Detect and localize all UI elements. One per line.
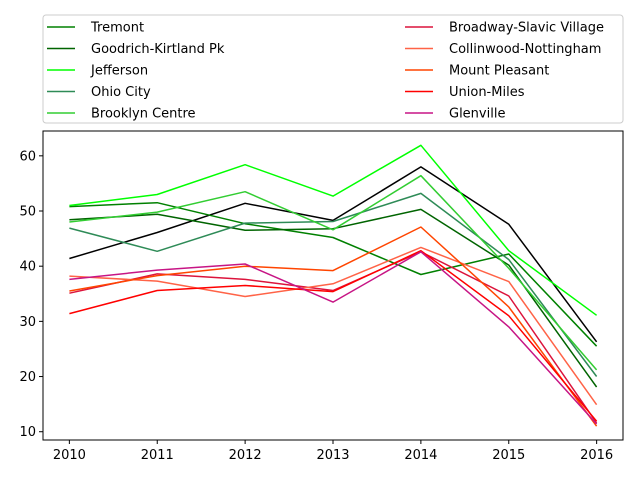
x-tick-label: 2016 (580, 448, 613, 463)
series-line-unlabeled-0 (69, 166, 598, 343)
x-tick-label: 2011 (141, 448, 174, 463)
series-line-brooklyn-centre (69, 174, 598, 371)
y-tick-label: 20 (19, 370, 36, 385)
series-line-jefferson (69, 144, 598, 316)
legend-label: Tremont (90, 21, 144, 36)
series-lines (69, 144, 598, 427)
legend-label: Brooklyn Centre (91, 107, 196, 122)
y-tick-label: 30 (19, 315, 36, 330)
y-tick-label: 10 (19, 425, 36, 440)
y-tick-label: 40 (19, 260, 36, 275)
legend-label: Collinwood-Nottingham (449, 42, 601, 57)
x-tick-label: 2010 (53, 448, 86, 463)
legend-label: Jefferson (90, 64, 148, 79)
legend-label: Union-Miles (449, 85, 525, 100)
series-line-broadway-slavic-village (69, 251, 598, 424)
legend-label: Mount Pleasant (449, 64, 549, 79)
series-line-ohio-city (69, 192, 598, 377)
x-tick-label: 2015 (492, 448, 525, 463)
series-line-glenville (69, 251, 598, 425)
legend-label: Ohio City (91, 85, 151, 100)
legend-label: Goodrich-Kirtland Pk (91, 42, 225, 57)
x-tick-label: 2014 (404, 448, 437, 463)
series-line-collinwood-nottingham (69, 246, 598, 406)
series-line-union-miles (69, 249, 598, 422)
x-tick-label: 2012 (229, 448, 262, 463)
legend: Tremont Goodrich-Kirtland Pk Jefferson Ohio… (42, 14, 624, 124)
plot-frame (42, 130, 624, 441)
series-line-tremont (69, 201, 598, 347)
x-axis: 2010 2011 2012 2013 2014 2015 2016 (53, 440, 613, 463)
series-line-mount-pleasant (69, 226, 598, 427)
legend-label: Broadway-Slavic Village (449, 21, 604, 36)
x-tick-label: 2013 (316, 448, 349, 463)
legend-items: Tremont Goodrich-Kirtland Pk Jefferson Ohio… (47, 21, 604, 122)
y-tick-label: 60 (19, 149, 36, 164)
legend-label: Glenville (449, 107, 505, 122)
legend-frame (42, 14, 624, 124)
y-tick-label: 50 (19, 205, 36, 220)
series-line-goodrich-kirtland-pk (69, 208, 598, 388)
y-axis: 10 20 30 40 50 60 (19, 149, 43, 440)
